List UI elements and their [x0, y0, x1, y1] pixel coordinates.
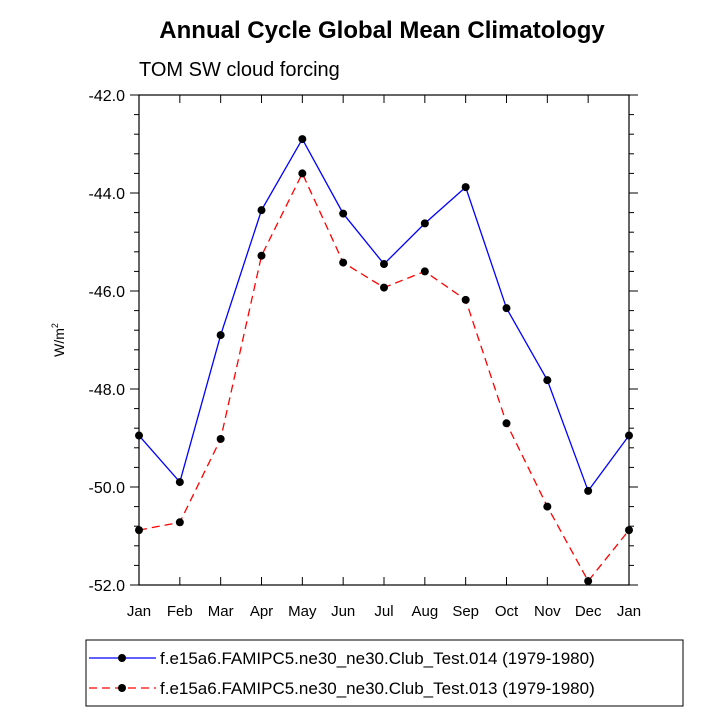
y-axis-label: W/m2 — [50, 323, 67, 357]
series-1-point — [298, 169, 307, 178]
legend-marker-1 — [118, 684, 126, 692]
y-tick-labels: -42.0 -44.0 -46.0 -48.0 -50.0 -52.0 — [89, 88, 126, 595]
x-tick-labels: Jan Feb Mar Apr May Jun Jul Aug Sep Oct Nov Dec Jan — [127, 603, 641, 620]
legend — [85, 639, 684, 707]
series-1-point — [502, 419, 511, 428]
x-tick-label: Jan — [617, 603, 641, 620]
x-tick-label: Oct — [495, 603, 519, 620]
series-1-point — [584, 577, 593, 586]
series-1-point — [257, 251, 266, 260]
chart-subtitle: TOM SW cloud forcing — [139, 59, 340, 81]
series-1-point — [380, 283, 388, 292]
series-0-point — [461, 183, 470, 192]
x-tick-label: Sep — [452, 603, 479, 620]
x-tick-label: May — [288, 603, 317, 620]
series-0-point — [339, 209, 348, 218]
legend-label-1: f.e15a6.FAMIPC5.ne30_ne30.Club_Test.013 … — [160, 679, 595, 698]
x-tick-label: Mar — [208, 603, 234, 620]
series-0-point — [584, 486, 593, 495]
series-0-point — [175, 478, 184, 487]
series-0-point — [257, 206, 266, 215]
series-1-point — [543, 502, 552, 511]
series-0-point — [135, 431, 143, 440]
axis-ticks — [130, 94, 638, 586]
x-tick-label: Jul — [374, 603, 393, 620]
y-tick-label: -50.0 — [89, 480, 126, 497]
series-line-0 — [138, 137, 630, 493]
legend-label-0: f.e15a6.FAMIPC5.ne30_ne30.Club_Test.014 … — [160, 649, 595, 668]
series-0-point — [502, 304, 511, 313]
svg-text:W/m2: W/m2 — [50, 323, 67, 357]
legend-marker-0 — [118, 654, 126, 662]
x-tick-label: Jun — [331, 603, 355, 620]
chart-title: Annual Cycle Global Mean Climatology — [159, 17, 605, 44]
series-0-point — [420, 219, 429, 228]
series-1-point — [339, 258, 348, 267]
y-tick-label: -44.0 — [89, 186, 126, 203]
series-1-point — [461, 295, 470, 304]
y-axis-label-base: W/m — [51, 328, 67, 357]
series-0-point — [625, 431, 633, 440]
x-tick-label: Feb — [167, 603, 193, 620]
series-0-point — [380, 260, 388, 269]
series-0-point — [543, 376, 552, 385]
y-tick-label: -48.0 — [89, 382, 126, 399]
x-tick-label: Jan — [127, 603, 151, 620]
x-tick-label: Dec — [575, 603, 602, 620]
series-1-point — [216, 434, 225, 443]
y-tick-label: -42.0 — [89, 88, 126, 105]
series-0-point — [298, 135, 307, 144]
x-tick-label: Nov — [534, 603, 561, 620]
y-tick-label: -52.0 — [89, 578, 126, 595]
y-axis-label-superscript: 2 — [50, 323, 60, 328]
series-1-point — [625, 526, 633, 535]
series-line-1 — [138, 171, 630, 583]
series-1-point — [420, 267, 429, 276]
x-tick-label: Aug — [411, 603, 438, 620]
y-tick-label: -46.0 — [89, 284, 126, 301]
series-layer — [135, 135, 633, 586]
x-tick-label: Apr — [250, 603, 273, 620]
series-1-point — [135, 526, 143, 535]
series-0-point — [216, 331, 225, 340]
plot-frame — [138, 94, 630, 586]
legend-items: f.e15a6.FAMIPC5.ne30_ne30.Club_Test.014 … — [89, 649, 595, 698]
series-1-point — [175, 518, 184, 527]
